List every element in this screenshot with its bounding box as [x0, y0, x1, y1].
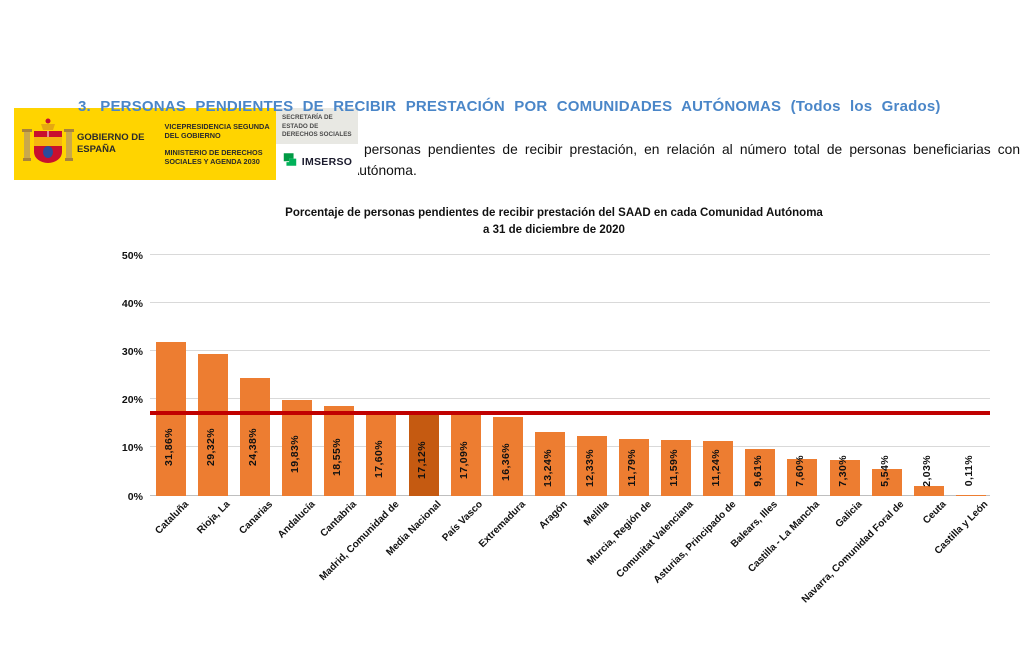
x-axis-label: Cataluña [153, 498, 191, 537]
chart-title-block: Porcentaje de personas pendientes de rec… [118, 205, 990, 238]
bar-Cataluña [155, 342, 186, 496]
bar-value-label: 12,33% [583, 448, 596, 487]
x-axis-label: Madrid, Comunidad de [317, 498, 402, 583]
bar-value-label: 0,11% [962, 455, 975, 487]
bar-Canarias [240, 378, 271, 496]
y-axis-tick: 10% [121, 442, 143, 455]
x-axis-label: Galicia [833, 498, 865, 530]
bar-value-label: 17,09% [457, 441, 470, 480]
gridline [149, 494, 990, 496]
bar-value-label: 24,38% [247, 427, 260, 466]
bar-value-label: 5,54% [878, 454, 891, 487]
bar-value-label: 11,79% [626, 449, 639, 487]
ministerio-label: MINISTERIO DE DERECHOS SOCIALES Y AGENDA… [164, 147, 263, 166]
x-axis-label: Canarias [237, 498, 276, 537]
y-axis-tick: 0% [127, 490, 143, 503]
bar-value-label: 17,60% [373, 440, 386, 479]
gridline [149, 301, 990, 303]
x-axis-labels: Cataluña Rioja, La Canarias Andalucía Cantab… [150, 496, 992, 614]
bar-value-label: 18,55% [331, 437, 344, 476]
bar-value-label: 13,24% [541, 448, 554, 487]
imserso-logo-icon [282, 152, 298, 172]
x-axis-label: Aragón [537, 498, 570, 532]
bar-Navarra, Comunidad Foral de [871, 468, 902, 496]
plot-area: 31,86% 29,32% 24,38% 19,83% 18,55% 17,60% 17,1… [149, 253, 990, 496]
bar-value-label: 9,61% [752, 454, 765, 487]
bar-value-label: 31,86% [162, 427, 175, 466]
government-header-logo: GOBIERNO DE ESPAÑA VICEPRESIDENCIA SEGUN… [14, 108, 358, 180]
x-axis-label: Asturias, Principado de [651, 498, 739, 586]
bar-value-label: 17,12% [415, 441, 428, 480]
gobierno-logo-section: GOBIERNO DE ESPAÑA VICEPRESIDENCIA SEGUN… [14, 108, 276, 180]
bar-Madrid, Comunidad de [366, 410, 397, 496]
bar-Asturias, Principado de [703, 441, 734, 496]
x-axis-label: Castilla - La Mancha [746, 498, 823, 575]
y-axis-tick: 30% [121, 346, 143, 358]
gridline [149, 446, 990, 448]
bar-Melilla [576, 436, 607, 496]
chart-title: Porcentaje de personas pendientes de rec… [285, 207, 823, 220]
bar-Balears, Illes [745, 449, 776, 496]
y-axis-tick: 20% [121, 394, 143, 407]
bar-value-label: 19,83% [289, 434, 302, 473]
y-axis-tick: 40% [121, 297, 143, 310]
bar-País Vasco [450, 413, 481, 496]
gridline [149, 253, 990, 255]
bar-Rioja, La [198, 354, 229, 496]
national-average-line [149, 411, 990, 416]
bar-Media Nacional [408, 413, 439, 496]
gridline [149, 350, 990, 351]
section-heading: 3. PERSONAS PENDIENTES DE RECIBIR PRESTA… [78, 98, 941, 115]
bar-value-label: 11,24% [710, 449, 723, 487]
chart-subtitle: a 31 de diciembre de 2020 [483, 223, 625, 236]
bar-Extremadura [492, 416, 523, 496]
bar-Aragón [534, 431, 565, 496]
bar-value-label: 7,60% [794, 454, 807, 487]
spain-coat-of-arms-icon [22, 116, 75, 172]
x-axis-label: Andalucía [275, 498, 318, 541]
bar-Comunitat Valenciana [661, 439, 692, 496]
bar-Castilla - La Mancha [787, 458, 818, 496]
bar-value-label: 7,30% [836, 454, 849, 487]
x-axis-label: Ceuta [921, 498, 949, 527]
x-axis-label: País Vasco [440, 498, 486, 544]
y-axis: 0% 10% 20% 30% 40% 50% [118, 250, 150, 503]
imserso-label: IMSERSO [301, 156, 353, 168]
bar-value-label: 29,32% [205, 427, 218, 466]
secretaria-label: SECRETARÍA DE ESTADO DE DERECHOS SOCIALE… [276, 108, 358, 144]
ministry-labels: VICEPRESIDENCIA SEGUNDA DEL GOBIERNO MIN… [164, 122, 276, 167]
bar-Murcia, Región de [619, 438, 650, 496]
bar-Ceuta [913, 485, 944, 496]
gridline [149, 398, 990, 400]
bar-Galicia [829, 460, 860, 496]
x-axis-label: Rioja, La [195, 498, 233, 536]
bar-value-label: 2,03% [920, 454, 933, 487]
bar-Andalucía [282, 400, 313, 496]
bar-Castilla y León [955, 495, 986, 496]
x-axis-label: Cantabria [318, 498, 360, 539]
y-axis-tick: 50% [121, 249, 143, 262]
bar-value-label: 11,59% [668, 449, 681, 487]
gobierno-label: GOBIERNO DE ESPAÑA [76, 132, 145, 155]
x-axis-label: Comunitat Valenciana [614, 498, 697, 580]
bar-value-label: 16,36% [499, 443, 512, 482]
vicepresidencia-label: VICEPRESIDENCIA SEGUNDA DEL GOBIERNO [164, 121, 270, 141]
bar-Cantabria [324, 406, 355, 496]
chart: Porcentaje de personas pendientes de rec… [40, 205, 992, 614]
x-axis-label: Melilla [582, 498, 612, 528]
